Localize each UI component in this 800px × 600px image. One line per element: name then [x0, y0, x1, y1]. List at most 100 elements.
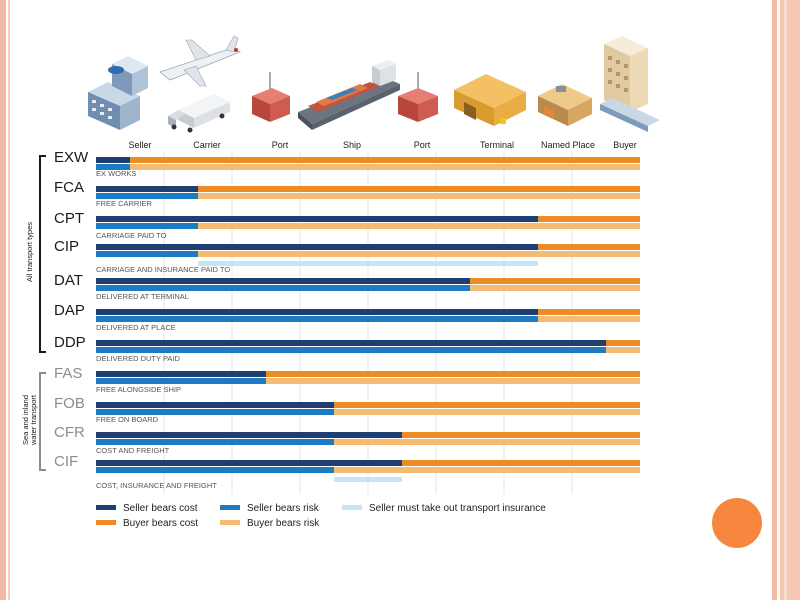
term-name: COST, INSURANCE AND FREIGHT [96, 481, 217, 490]
buyer-risk-bar [334, 409, 640, 415]
term-name: CARRIAGE AND INSURANCE PAID TO [96, 265, 230, 274]
buyer-risk-bar [266, 378, 640, 384]
buyer-risk-bar [198, 251, 640, 257]
location-label: Port [414, 140, 431, 150]
term-name: CARRIAGE PAID TO [96, 231, 167, 240]
legend-swatch-insurance [342, 505, 362, 510]
term-name: FREE CARRIER [96, 199, 152, 208]
seller-cost-bar [96, 402, 334, 408]
seller-risk-bar [96, 439, 334, 445]
seller-risk-bar [96, 316, 538, 322]
cargo-ship-icon [298, 60, 400, 130]
legend-swatch-seller-cost [96, 505, 116, 510]
location-label: Ship [343, 140, 361, 150]
group-label-all-transport: All transport types [25, 222, 34, 282]
group-label-sea-line-1: Sea and inland [21, 395, 30, 445]
location-label: Buyer [613, 140, 637, 150]
term-code: DAT [54, 272, 83, 289]
buyer-cost-bar [402, 432, 640, 438]
legend-swatch-seller-risk [220, 505, 240, 510]
location-label: Terminal [480, 140, 514, 150]
buyer-cost-bar [266, 371, 640, 377]
seller-cost-bar [96, 309, 538, 315]
insurance-bar [198, 261, 538, 266]
location-label: Carrier [193, 140, 221, 150]
container-icon [398, 72, 438, 122]
seller-risk-bar [96, 285, 470, 291]
incoterm-row-fas: FAS FREE ALONGSIDE SHIP [54, 365, 640, 394]
buyer-risk-bar [470, 285, 640, 291]
buyer-cost-bar [606, 340, 640, 346]
incoterm-row-cfr: CFR COST AND FREIGHT [54, 424, 640, 455]
legend-label-buyer-cost: Buyer bears cost [123, 518, 198, 529]
term-name: FREE ALONGSIDE SHIP [96, 385, 181, 394]
location-label: Named Place [541, 140, 595, 150]
apartment-icon [600, 36, 660, 132]
incoterm-row-cpt: CPT CARRIAGE PAID TO [54, 210, 640, 240]
legend-label-seller-risk: Seller bears risk [247, 503, 320, 514]
incoterm-row-exw: EXW EX WORKS [54, 149, 640, 178]
container-icon [252, 72, 290, 122]
location-labels: Seller Carrier Port Ship Port Terminal Named P… [128, 140, 636, 150]
location-illustrations [88, 35, 660, 133]
seller-risk-bar [96, 409, 334, 415]
seller-risk-bar [96, 378, 266, 384]
slide-left-edge-line [8, 0, 10, 600]
slide-left-edge [0, 0, 6, 600]
seller-cost-bar [96, 244, 538, 250]
incoterm-row-fob: FOB FREE ON BOARD [54, 395, 640, 424]
incoterm-row-cip: CIP CARRIAGE AND INSURANCE PAID TO [54, 238, 640, 274]
buyer-risk-bar [130, 164, 640, 170]
seller-cost-bar [96, 186, 198, 192]
buyer-risk-bar [334, 467, 640, 473]
term-name: EX WORKS [96, 169, 136, 178]
seller-risk-bar [96, 467, 334, 473]
insurance-bar [334, 477, 402, 482]
airplane-truck-icon [159, 35, 241, 133]
term-name: DELIVERED AT TERMINAL [96, 292, 189, 301]
legend-label-seller-cost: Seller bears cost [123, 503, 198, 514]
incoterm-row-cif: CIF COST, INSURANCE AND FREIGHT [54, 453, 640, 490]
legend-swatch-buyer-cost [96, 520, 116, 525]
incoterm-rows: EXW EX WORKS FCA FREE CARRIER CPT CARRIAGE PA… [54, 149, 640, 490]
buyer-cost-bar [470, 278, 640, 284]
incoterm-row-dap: DAP DELIVERED AT PLACE [54, 302, 640, 332]
buyer-risk-bar [198, 223, 640, 229]
term-name: FREE ON BOARD [96, 415, 159, 424]
seller-cost-bar [96, 216, 538, 222]
seller-risk-bar [96, 251, 198, 257]
buyer-cost-bar [402, 460, 640, 466]
all-transport-bracket [39, 155, 46, 353]
buyer-cost-bar [538, 309, 640, 315]
buyer-cost-bar [538, 216, 640, 222]
buyer-risk-bar [198, 193, 640, 199]
legend-swatch-buyer-risk [220, 520, 240, 525]
buyer-risk-bar [538, 316, 640, 322]
buyer-risk-bar [606, 347, 640, 353]
slide-orange-circle [712, 498, 762, 548]
group-label-sea-line-2: water transport [29, 394, 38, 446]
buyer-risk-bar [334, 439, 640, 445]
term-name: DELIVERED AT PLACE [96, 323, 176, 332]
legend-label-insurance: Seller must take out transport insurance [369, 503, 546, 514]
term-code: FOB [54, 395, 85, 412]
incoterm-row-ddp: DDP DELIVERED DUTY PAID [54, 334, 640, 363]
buyer-cost-bar [334, 402, 640, 408]
sea-transport-bracket [39, 372, 46, 471]
term-code: CIF [54, 453, 78, 470]
seller-risk-bar [96, 193, 198, 199]
slide-right-band-line [784, 0, 787, 600]
seller-cost-bar [96, 432, 402, 438]
term-code: DDP [54, 334, 86, 351]
building-icon [538, 84, 592, 126]
term-name: DELIVERED DUTY PAID [96, 354, 180, 363]
buyer-cost-bar [198, 186, 640, 192]
legend-label-buyer-risk: Buyer bears risk [247, 518, 320, 529]
seller-cost-bar [96, 371, 266, 377]
term-code: CPT [54, 210, 84, 227]
legend: Seller bears cost Buyer bears cost Seller … [96, 503, 546, 529]
seller-risk-bar [96, 223, 198, 229]
seller-cost-bar [96, 340, 606, 346]
location-label: Port [272, 140, 289, 150]
seller-risk-bar [96, 347, 606, 353]
